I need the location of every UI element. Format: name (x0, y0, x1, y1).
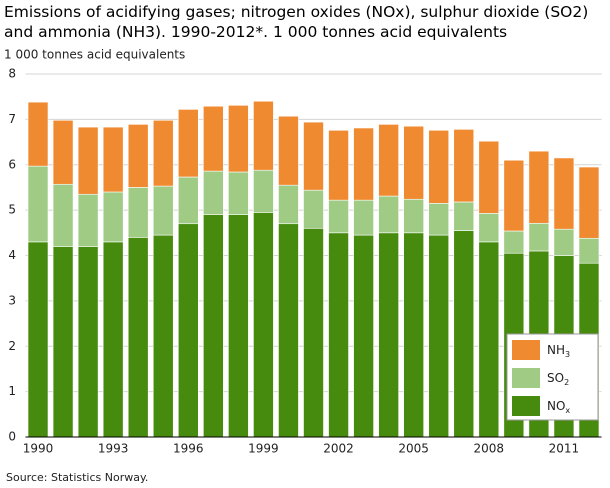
bar-segment (203, 170, 224, 215)
y-tick-label: 8 (8, 67, 16, 81)
bar-segment (152, 119, 174, 187)
bar-segment (478, 140, 500, 214)
bar-segment (152, 185, 174, 236)
bar-segment (27, 241, 49, 438)
bar-segment (453, 230, 475, 438)
bar-segment (353, 127, 374, 201)
y-tick-label: 1 (8, 384, 16, 398)
bar-segment (127, 237, 149, 438)
bar-segment (102, 126, 124, 193)
bar-segment (328, 232, 349, 438)
bar-segment (578, 166, 600, 239)
bar-segment (453, 201, 475, 231)
bar-segment (303, 227, 324, 438)
bar-segment (528, 222, 550, 252)
bar-segment (102, 241, 124, 438)
y-tick-label: 2 (8, 339, 16, 353)
x-tick-label: 1996 (173, 442, 204, 456)
bar-segment (353, 234, 374, 438)
legend-swatch (512, 396, 540, 416)
chart-title: Emissions of acidifying gases; nitrogen … (4, 3, 589, 41)
bar-segment (578, 237, 600, 264)
bar-segment (303, 121, 324, 191)
legend-label: SO2 (547, 371, 569, 388)
bar-segment (428, 203, 450, 236)
x-tick-label: 2011 (549, 442, 580, 456)
y-tick-label: 7 (8, 112, 16, 126)
bar-segment (478, 213, 500, 243)
bar-segment (77, 193, 99, 247)
bar-segment (77, 126, 99, 195)
x-tick-label: 1993 (98, 442, 129, 456)
bar-segment (52, 119, 74, 185)
bar-segment (503, 230, 525, 254)
x-tick-label: 2002 (323, 442, 354, 456)
x-tick-label: 1999 (248, 442, 279, 456)
bar-segment (278, 115, 299, 186)
bar-segment (328, 129, 349, 201)
bar-segment (152, 234, 174, 438)
bar-segment (177, 109, 199, 178)
legend-label: NH3 (547, 343, 570, 360)
bar-segment (353, 199, 374, 236)
y-tick-label: 6 (8, 157, 16, 171)
bar-segment (127, 187, 149, 238)
legend-label-main: SO (547, 371, 564, 385)
bar-segment (428, 234, 450, 438)
legend-label-main: NO (547, 399, 565, 413)
source: Source: Statistics Norway. (6, 471, 148, 484)
legend-swatch (512, 368, 540, 388)
bar-segment (378, 124, 399, 197)
bar-segment (378, 195, 399, 234)
y-tick-label: 4 (8, 248, 16, 262)
bar-segment (453, 129, 475, 203)
bar-segment (203, 214, 224, 438)
bar-segment (278, 184, 299, 225)
bar-segment (102, 191, 124, 243)
bar-segment (228, 214, 249, 438)
y-axis-label: 1 000 tonnes acid equivalents (4, 48, 185, 62)
bar-segment (403, 232, 424, 438)
bar-segment (77, 246, 99, 438)
bar-segment (228, 105, 249, 173)
bar-segment (177, 223, 199, 438)
x-tick-label: 1990 (23, 442, 54, 456)
bar-segment (253, 100, 274, 171)
legend-label-sub: x (565, 406, 570, 415)
bar-segment (27, 165, 49, 243)
legend-label-sub: 3 (565, 350, 570, 359)
legend-swatch (512, 340, 540, 360)
y-tick-label: 3 (8, 293, 16, 307)
bar-segment (328, 199, 349, 234)
x-tick-label: 2005 (398, 442, 429, 456)
legend-label-main: NH (547, 343, 565, 357)
bar-segment (528, 150, 550, 224)
bar-segment (278, 223, 299, 438)
bar-segment (253, 212, 274, 438)
bar-segment (403, 125, 424, 200)
bar-segment (253, 169, 274, 213)
y-tick-label: 0 (8, 430, 16, 444)
bar-segment (478, 241, 500, 438)
legend-label: NOx (547, 399, 570, 416)
y-tick-label: 5 (8, 203, 16, 217)
bar-segment (553, 228, 575, 256)
legend-label-sub: 2 (564, 378, 569, 387)
bar-segment (378, 232, 399, 438)
bar-segment (428, 129, 450, 204)
bar-segment (228, 171, 249, 215)
bar-segment (127, 124, 149, 188)
bar-segment (27, 101, 49, 167)
bar-segment (177, 176, 199, 225)
bar-segment (303, 189, 324, 229)
bar-segment (403, 198, 424, 234)
bar-segment (553, 157, 575, 230)
bar-segment (52, 246, 74, 438)
x-tick-label: 2008 (474, 442, 505, 456)
bar-segment (203, 105, 224, 172)
bar-segment (52, 183, 74, 247)
bar-segment (503, 159, 525, 232)
